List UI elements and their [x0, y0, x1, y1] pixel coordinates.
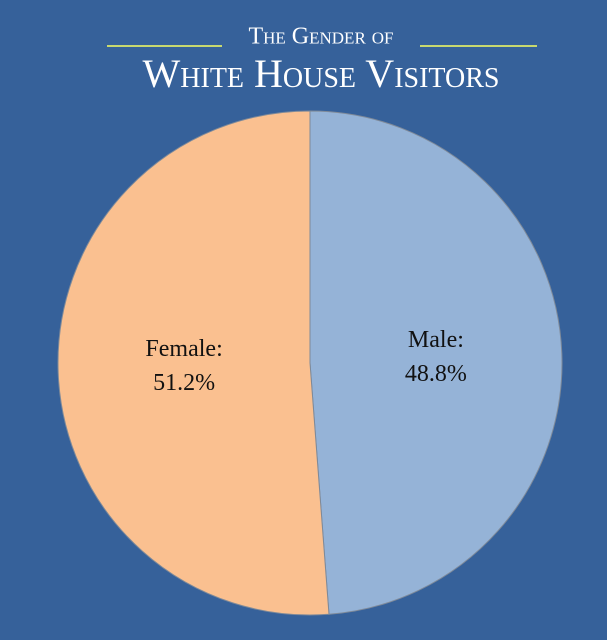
- slice-label: Male:: [408, 327, 464, 353]
- chart-title: White House Visitors: [143, 51, 500, 96]
- value-label: 51.2%: [153, 370, 215, 396]
- pie: [57, 110, 563, 616]
- value-label: 48.8%: [405, 361, 467, 387]
- pie-slice: [309, 110, 563, 615]
- slice-label: Female:: [145, 336, 222, 362]
- chart-subtitle: The Gender of: [248, 24, 393, 50]
- pie-slice: [57, 110, 330, 616]
